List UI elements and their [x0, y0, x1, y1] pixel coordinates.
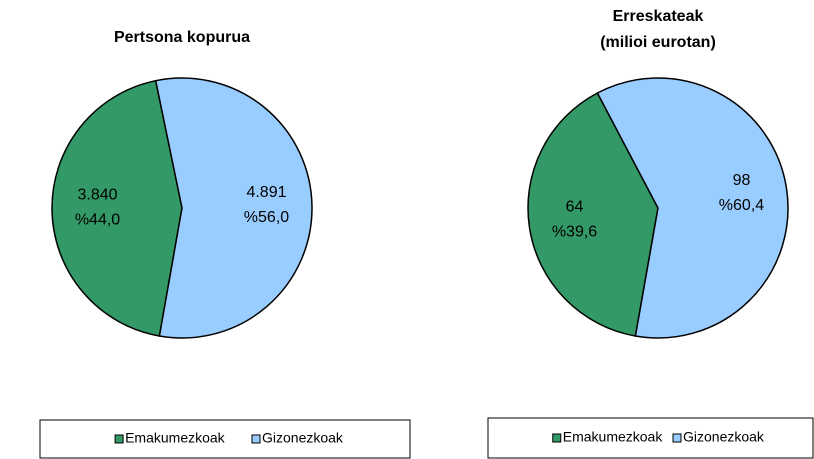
pie-slice: [596, 77, 789, 339]
chart-title: Erreskateak: [613, 8, 704, 25]
legend-label: Emakumezkoak: [125, 430, 226, 446]
legend-swatch: [251, 434, 261, 444]
value-label: 64: [566, 198, 584, 215]
legend-box: [39, 419, 411, 459]
percent-label: %44,0: [75, 211, 120, 228]
value-label: 4.891: [246, 184, 286, 201]
percent-label: %39,6: [552, 223, 597, 240]
value-label: 3.840: [77, 186, 117, 203]
legend-swatch: [552, 433, 562, 443]
legend-label: Gizonezkoak: [262, 430, 344, 446]
legend-swatch: [672, 433, 682, 443]
legend-box: [487, 417, 814, 459]
pie-slice: [154, 77, 313, 339]
chart-title: Pertsona kopurua: [114, 29, 250, 46]
legend-swatch: [114, 434, 124, 444]
legend-label: Emakumezkoak: [563, 429, 664, 445]
chart-subtitle: (milioi eurotan): [600, 34, 716, 51]
percent-label: %56,0: [244, 209, 289, 226]
pie-slice: [527, 91, 659, 337]
percent-label: %60,4: [719, 197, 764, 214]
pie-slice: [51, 79, 183, 337]
value-label: 98: [733, 172, 751, 189]
legend-label: Gizonezkoak: [683, 429, 765, 445]
